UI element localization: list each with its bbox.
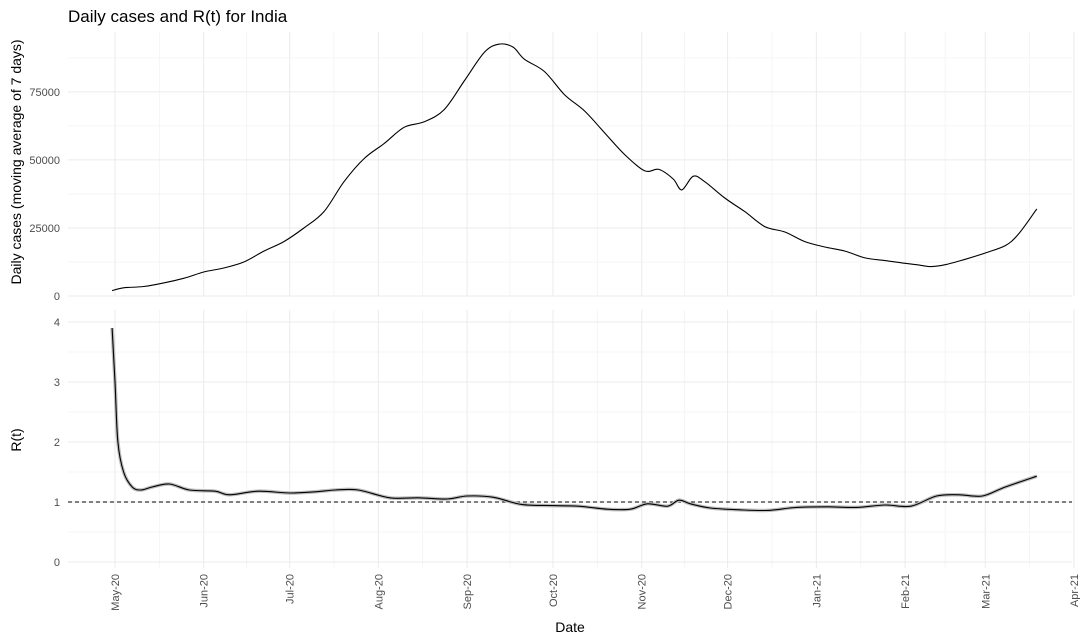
bottom-panel-y-tick-label: 0 — [54, 557, 60, 569]
rt-confidence-band — [110, 327, 1038, 513]
top-panel-y-ticks: 0 25000 50000 75000 — [29, 87, 60, 303]
bottom-panel-y-axis-label: R(t) — [8, 428, 24, 451]
x-tick-label: Apr-21 — [1069, 574, 1080, 607]
x-tick-label: Jul-20 — [285, 574, 297, 604]
x-tick-label: May-20 — [110, 574, 122, 611]
chart-title: Daily cases and R(t) for India — [68, 7, 288, 26]
top-panel-y-tick-label: 25000 — [29, 223, 60, 235]
bottom-panel-y-tick-label: 1 — [54, 497, 60, 509]
bottom-panel-y-tick-label: 4 — [54, 317, 60, 329]
top-panel-y-tick-label: 50000 — [29, 155, 60, 167]
rt-line — [111, 327, 1037, 512]
daily-cases-line — [111, 43, 1038, 292]
top-panel-y-tick-label: 0 — [54, 291, 60, 303]
x-tick-label: Jan-21 — [811, 574, 823, 608]
bottom-panel-series — [110, 327, 1038, 513]
x-tick-label: Feb-21 — [900, 574, 912, 609]
bottom-panel-y-tick-label: 3 — [54, 377, 60, 389]
x-tick-label: Sep-20 — [462, 574, 474, 609]
top-panel: 0 25000 50000 75000 Daily cases (moving ave… — [8, 32, 1075, 303]
top-panel-y-tick-label: 75000 — [29, 87, 60, 99]
x-tick-label: Oct-20 — [548, 574, 560, 607]
x-axis-label: Date — [555, 619, 585, 635]
bottom-panel-y-ticks: 0 1 2 3 4 — [54, 317, 60, 569]
bottom-panel-grid — [68, 310, 1075, 568]
top-panel-grid — [68, 32, 1075, 297]
x-tick-label: Nov-20 — [637, 574, 649, 609]
x-tick-label: Jun-20 — [199, 574, 211, 608]
top-panel-series — [111, 43, 1038, 292]
x-tick-label: Aug-20 — [373, 574, 385, 609]
top-panel-y-axis-label: Daily cases (moving average of 7 days) — [8, 39, 24, 284]
x-axis-ticks: May-20 Jun-20 Jul-20 Aug-20 Sep-20 Oct-20 Nov-… — [110, 574, 1080, 611]
bottom-panel-y-tick-label: 2 — [54, 437, 60, 449]
x-tick-label: Dec-20 — [723, 574, 735, 609]
bottom-panel: 0 1 2 3 4 R(t) — [8, 310, 1075, 569]
x-tick-label: Mar-21 — [980, 574, 992, 609]
